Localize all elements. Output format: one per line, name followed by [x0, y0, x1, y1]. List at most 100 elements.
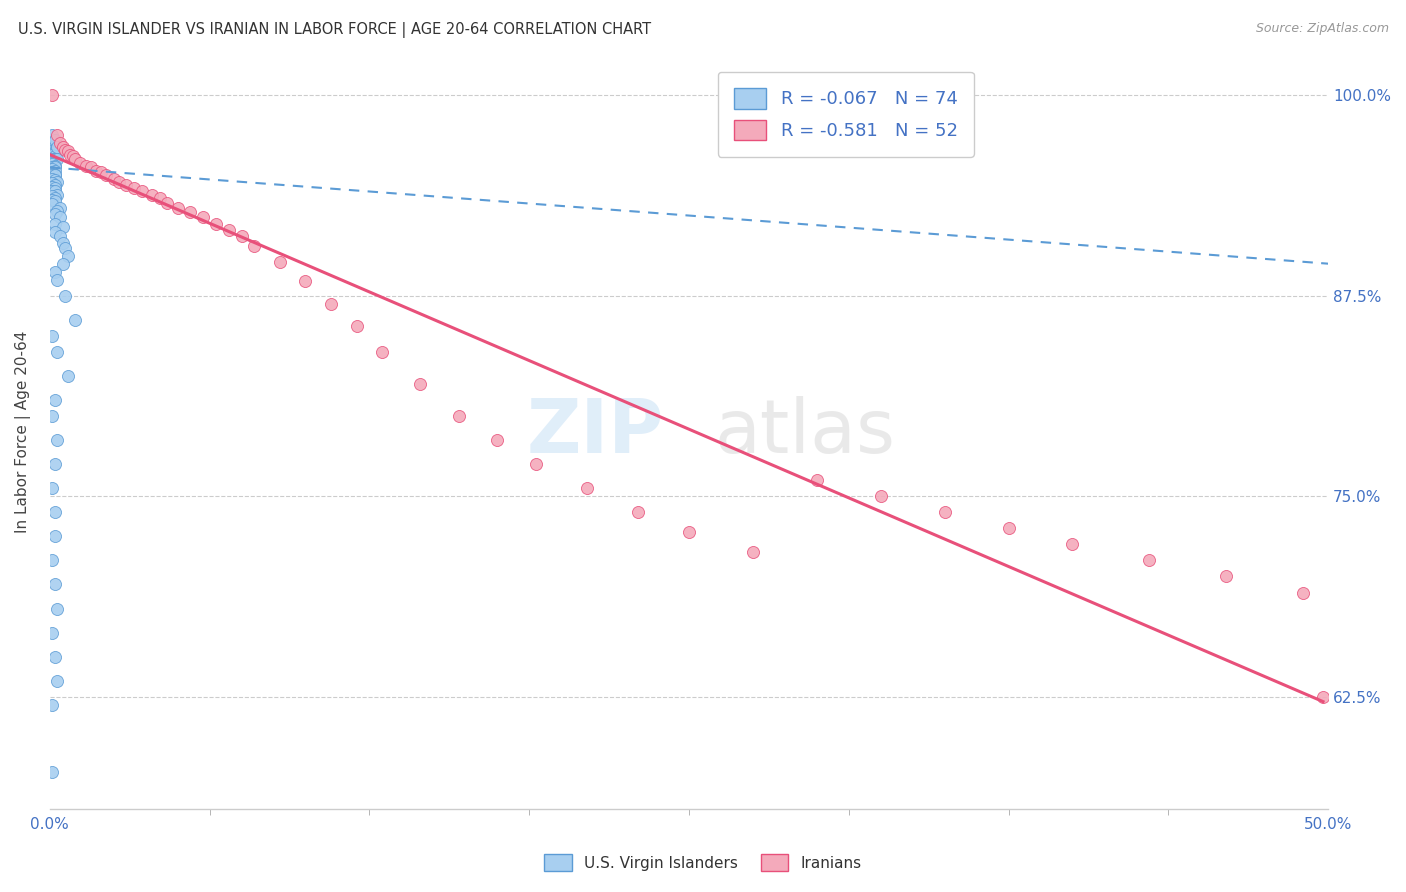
Point: [41, 136, 63, 151]
Point: [319, 297, 342, 311]
Point: [1215, 569, 1237, 583]
Point: [41, 161, 63, 176]
Point: [44, 457, 66, 471]
Point: [806, 473, 828, 487]
Point: [934, 505, 956, 519]
Point: [218, 223, 240, 237]
Point: [44, 265, 66, 279]
Point: [53, 143, 76, 157]
Point: [41, 189, 63, 203]
Point: [997, 521, 1019, 535]
Point: [65, 313, 87, 327]
Point: [41, 625, 63, 640]
Point: [46, 175, 69, 189]
Point: [41, 177, 63, 191]
Point: [371, 345, 394, 359]
Point: [44, 577, 66, 591]
Point: [46, 203, 69, 218]
Point: [56, 249, 79, 263]
Point: [41, 169, 63, 183]
Point: [678, 524, 700, 539]
Point: [627, 505, 650, 519]
Point: [44, 173, 66, 187]
Point: [49, 136, 72, 151]
Point: [44, 178, 66, 192]
Point: [44, 133, 66, 147]
Point: [79, 161, 101, 175]
Point: [49, 229, 72, 244]
Point: [486, 433, 509, 447]
Point: [44, 163, 66, 178]
Point: [41, 329, 63, 343]
Point: [44, 505, 66, 519]
Point: [46, 153, 69, 167]
Point: [44, 153, 66, 167]
Point: [44, 207, 66, 221]
Point: [44, 159, 66, 173]
Point: [41, 171, 63, 186]
Point: [141, 187, 163, 202]
Point: [44, 392, 66, 407]
Point: [1312, 690, 1334, 704]
Text: U.S. VIRGIN ISLANDER VS IRANIAN IN LABOR FORCE | AGE 20-64 CORRELATION CHART: U.S. VIRGIN ISLANDER VS IRANIAN IN LABOR…: [18, 22, 651, 38]
Point: [94, 169, 117, 183]
Point: [46, 139, 69, 153]
Point: [41, 157, 63, 171]
Point: [53, 289, 76, 303]
Point: [41, 165, 63, 179]
Point: [447, 409, 470, 423]
Point: [122, 181, 145, 195]
Point: [41, 409, 63, 423]
Point: [65, 153, 87, 167]
Text: atlas: atlas: [714, 396, 896, 468]
Point: [269, 255, 291, 269]
Point: [44, 217, 66, 231]
Point: [524, 457, 547, 471]
Point: [49, 201, 72, 215]
Point: [346, 319, 368, 334]
Point: [44, 649, 66, 664]
Y-axis label: In Labor Force | Age 20-64: In Labor Force | Age 20-64: [15, 331, 31, 533]
Point: [44, 169, 66, 183]
Point: [205, 217, 228, 231]
Point: [1137, 553, 1160, 567]
Point: [62, 149, 84, 163]
Point: [41, 147, 63, 161]
Point: [409, 376, 432, 391]
Point: [103, 171, 125, 186]
Point: [231, 229, 253, 244]
Point: [46, 673, 69, 688]
Point: [51, 235, 73, 250]
Legend: R = -0.067   N = 74, R = -0.581   N = 52: R = -0.067 N = 74, R = -0.581 N = 52: [717, 71, 974, 157]
Point: [41, 481, 63, 495]
Point: [41, 193, 63, 207]
Point: [149, 191, 172, 205]
Point: [51, 219, 73, 234]
Point: [575, 481, 598, 495]
Point: [166, 201, 188, 215]
Point: [90, 165, 112, 179]
Point: [44, 145, 66, 159]
Legend: U.S. Virgin Islanders, Iranians: U.S. Virgin Islanders, Iranians: [538, 848, 868, 877]
Point: [107, 175, 129, 189]
Point: [46, 273, 69, 287]
Text: ZIP: ZIP: [526, 396, 664, 468]
Point: [46, 187, 69, 202]
Point: [59, 147, 82, 161]
Point: [41, 88, 63, 103]
Point: [41, 185, 63, 199]
Point: [49, 210, 72, 224]
Point: [191, 210, 214, 224]
Point: [156, 195, 179, 210]
Point: [44, 225, 66, 239]
Point: [69, 155, 91, 169]
Point: [56, 145, 79, 159]
Point: [51, 139, 73, 153]
Point: [294, 274, 316, 288]
Point: [41, 698, 63, 712]
Point: [44, 181, 66, 195]
Point: [41, 179, 63, 194]
Point: [44, 161, 66, 175]
Point: [46, 145, 69, 159]
Point: [869, 489, 891, 503]
